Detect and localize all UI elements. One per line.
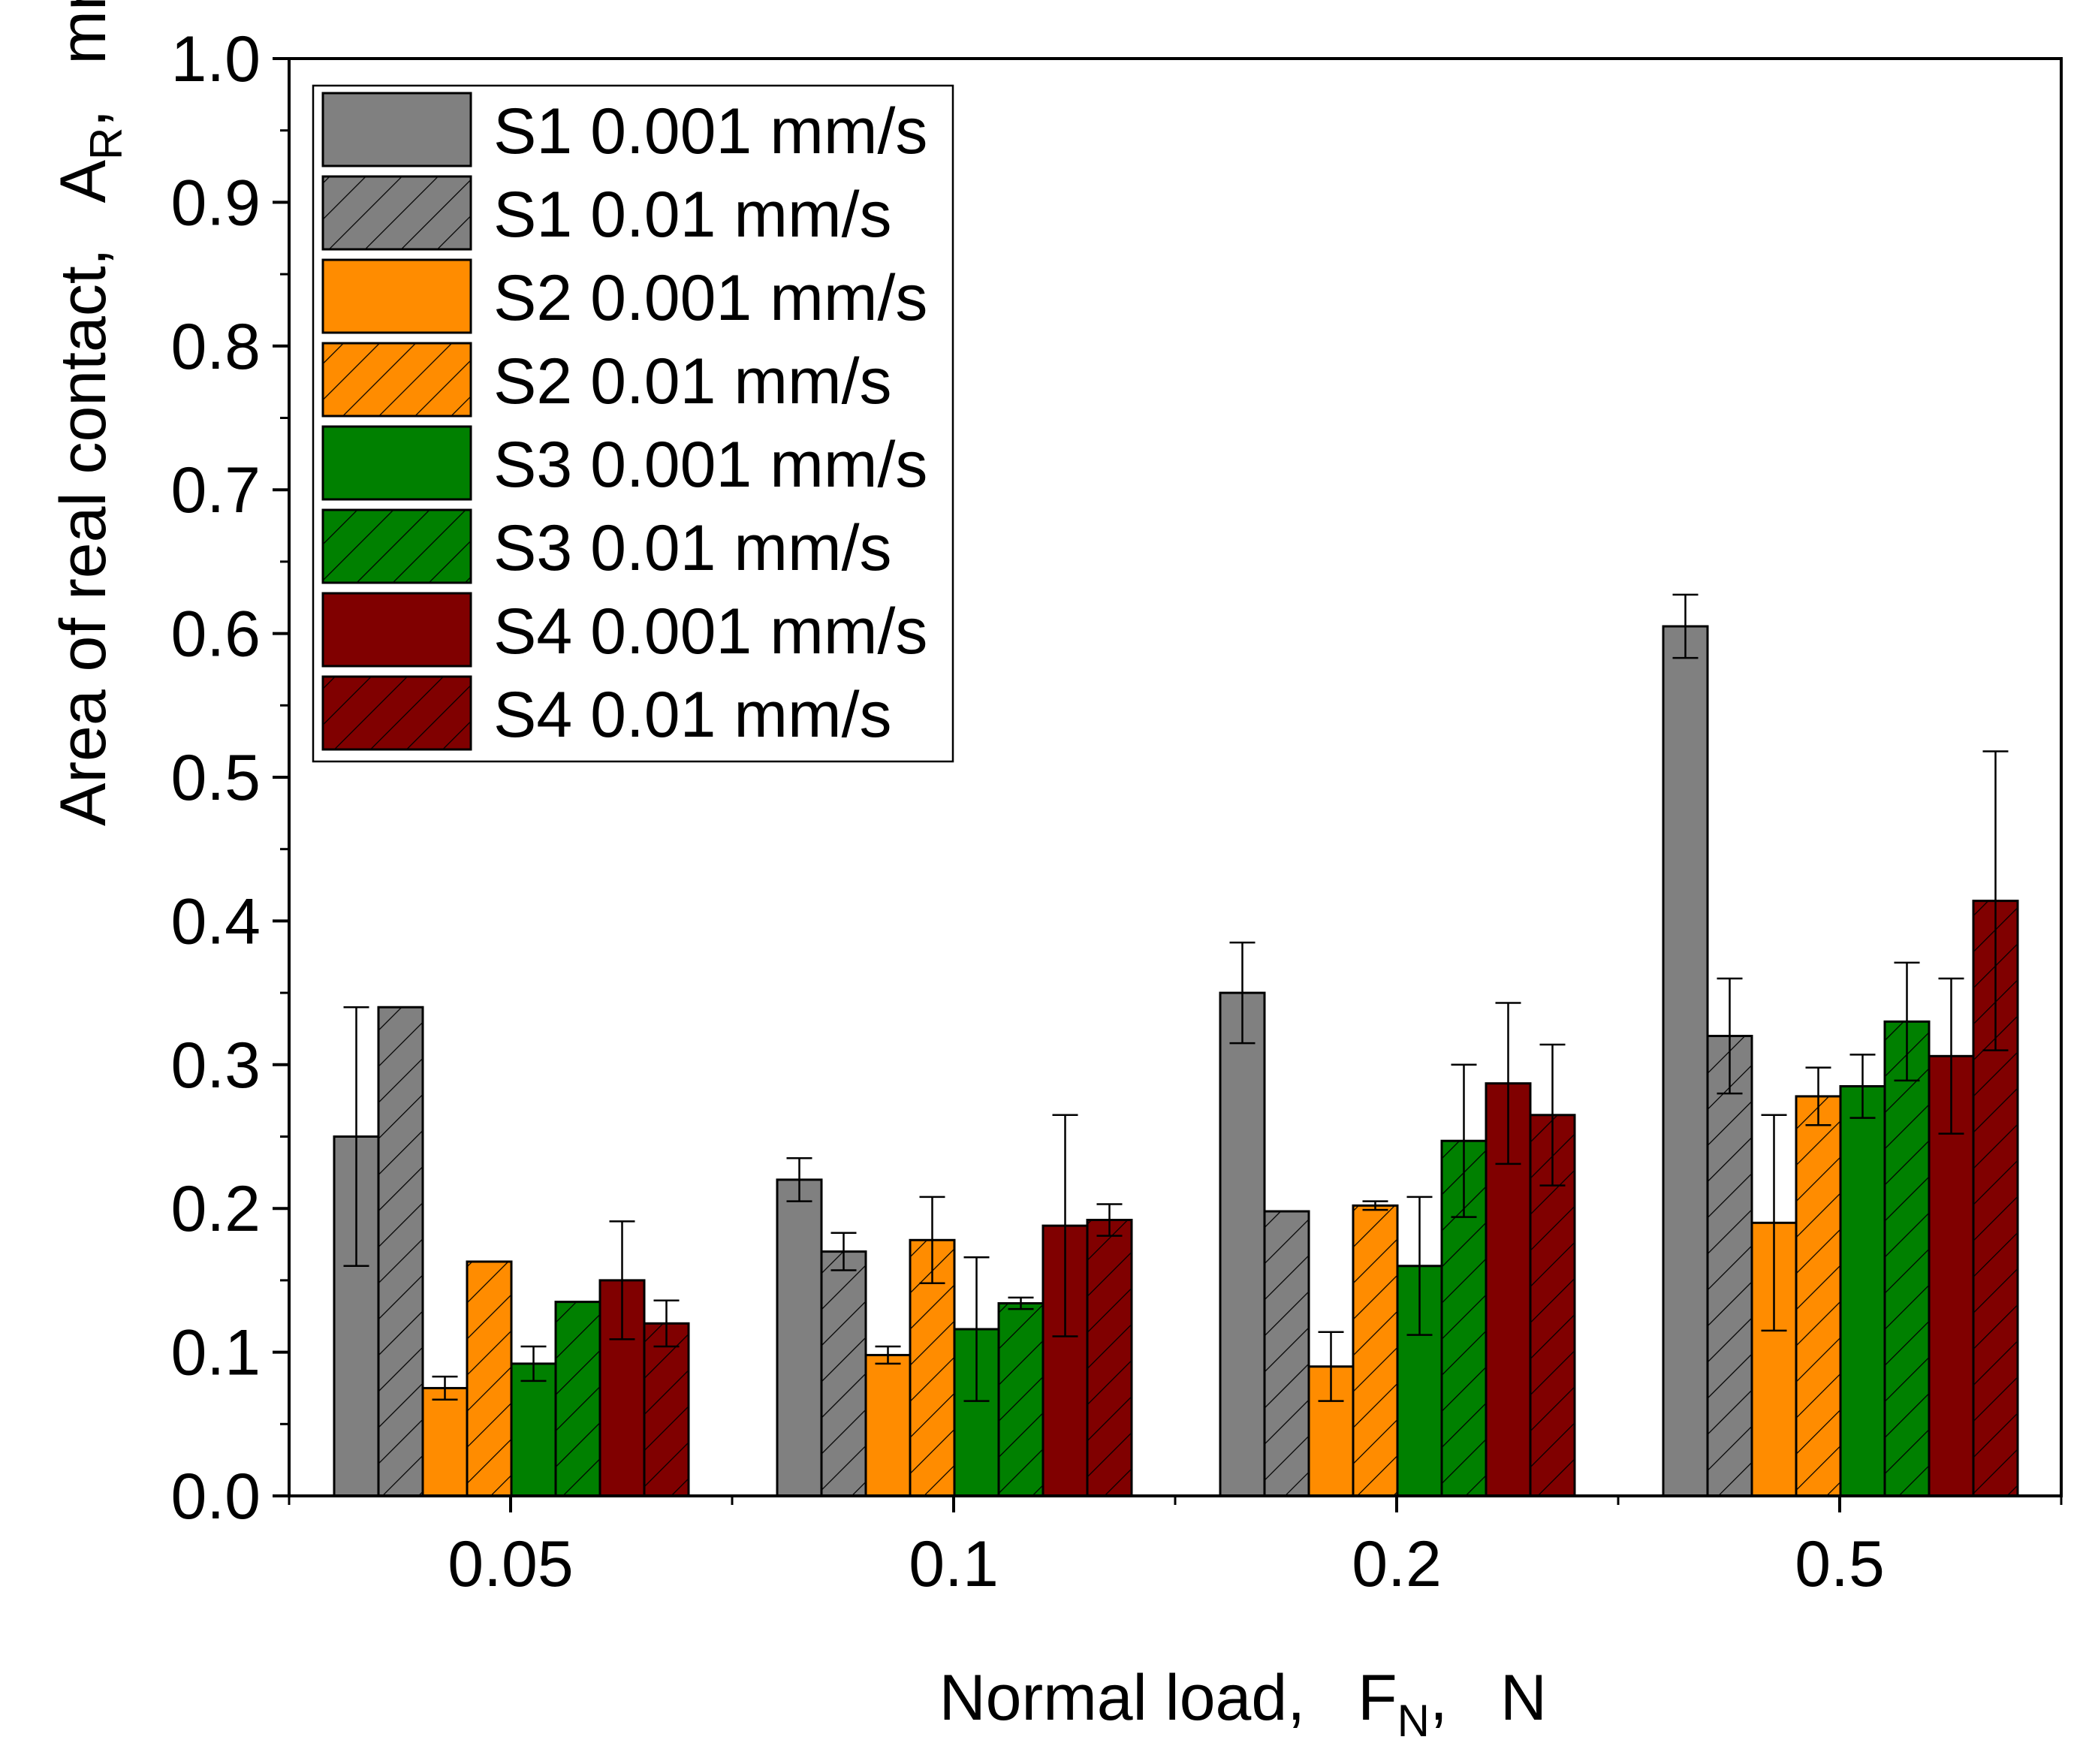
legend-label: S3 0.01 mm/s	[493, 512, 892, 584]
y-tick-label: 0.8	[170, 311, 261, 383]
legend-swatch	[321, 92, 472, 167]
legend-label: S4 0.001 mm/s	[493, 596, 927, 668]
legend-label: S1 0.001 mm/s	[493, 95, 927, 167]
legend-swatch	[321, 508, 472, 584]
y-tick-label: 1.0	[170, 23, 261, 95]
bars-layer	[333, 625, 2019, 1497]
legend-label: S2 0.01 mm/s	[493, 345, 892, 418]
x-axis-title-subscript: N	[1397, 1696, 1430, 1746]
legend-label: S2 0.001 mm/s	[493, 262, 927, 334]
legend-label: S1 0.01 mm/s	[493, 179, 892, 251]
y-axis-title-subscript: R	[81, 128, 131, 160]
x-tick-label: 0.5	[1795, 1528, 1885, 1600]
legend-swatch	[321, 258, 472, 334]
x-axis-title: Normal load, FN, N	[939, 1662, 1547, 1746]
bar	[820, 1250, 867, 1497]
bar	[554, 1301, 601, 1497]
bar	[1352, 1204, 1399, 1497]
y-tick-label: 0.3	[170, 1030, 261, 1102]
bar	[1263, 1210, 1310, 1497]
y-tick-label: 0.5	[170, 742, 261, 814]
x-axis-title-unit: N	[1500, 1662, 1547, 1734]
y-axis-title-comma: ,	[47, 110, 119, 128]
legend-swatch	[321, 675, 472, 751]
y-tick-label: 0.9	[170, 167, 261, 239]
bar	[421, 1386, 469, 1497]
y-axis-title-main: Area of real contact,	[47, 248, 119, 826]
bar	[1706, 1035, 1753, 1497]
y-axis-title-unit: mm	[47, 0, 119, 65]
bar	[997, 1302, 1044, 1497]
legend: S1 0.001 mm/s S1 0.01 mm/s S2 0.001 mm/s S2…	[312, 84, 954, 763]
legend-swatch	[321, 592, 472, 668]
y-tick-label: 0.4	[170, 885, 261, 957]
y-tick-label: 0.1	[170, 1317, 261, 1389]
x-axis-title-comma: ,	[1430, 1662, 1448, 1734]
bar	[1086, 1219, 1133, 1497]
bar	[1795, 1095, 1842, 1497]
legend-swatch	[321, 425, 472, 501]
legend-label: S3 0.001 mm/s	[493, 429, 927, 501]
bar	[864, 1353, 912, 1497]
bar	[466, 1260, 513, 1497]
bar	[377, 1006, 424, 1497]
x-tick-label: 0.1	[909, 1528, 999, 1600]
y-tick-label: 0.2	[170, 1173, 261, 1245]
bar	[1839, 1085, 1886, 1497]
legend-swatch	[321, 342, 472, 418]
bar	[1883, 1020, 1931, 1497]
x-axis-title-main: Normal load,	[939, 1662, 1306, 1734]
legend-label: S4 0.01 mm/s	[493, 679, 892, 751]
axes-layer: 0.0 0.1 0.2 0.3 0.4 0.5 0.6 0.7 0.8 0.9 1.0 0.05 0.1…	[170, 23, 2063, 1600]
x-tick-label: 0.05	[448, 1528, 573, 1600]
error-bars-layer	[343, 593, 2009, 1402]
bar	[510, 1362, 557, 1497]
bar	[1219, 991, 1266, 1497]
y-axis-title-symbol: A	[47, 159, 119, 203]
bar	[1662, 625, 1709, 1497]
y-tick-label: 0.6	[170, 599, 261, 671]
legend-swatch	[321, 175, 472, 251]
bar	[776, 1178, 823, 1497]
y-tick-label: 0.7	[170, 454, 261, 526]
y-axis-title: Area of real contact,AR,mm2	[36, 0, 131, 826]
y-tick-label: 0.0	[170, 1461, 261, 1533]
bar	[643, 1322, 690, 1497]
x-tick-label: 0.2	[1352, 1528, 1442, 1600]
x-axis-title-symbol: F	[1358, 1662, 1397, 1734]
